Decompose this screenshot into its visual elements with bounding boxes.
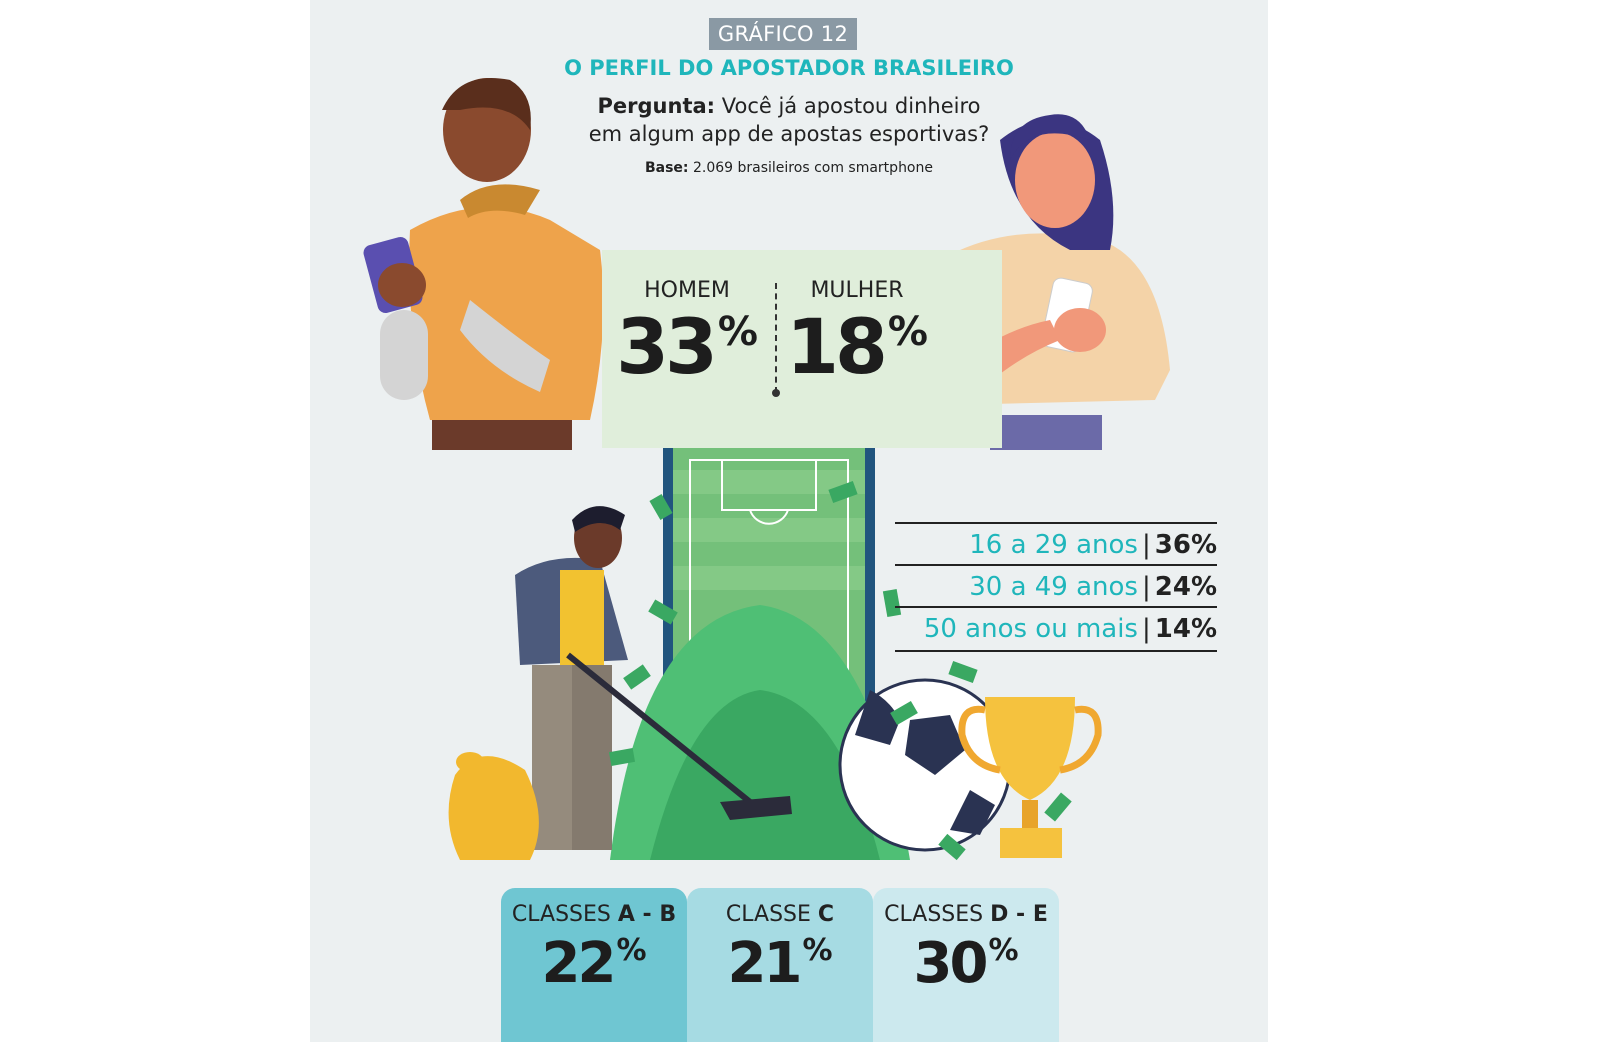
class-box-de: CLASSES D - E 30%	[873, 888, 1059, 1042]
class-value-ab: 22%	[501, 931, 687, 996]
age-value: 24%	[1155, 572, 1217, 602]
age-label: 30 a 49 anos	[969, 572, 1138, 602]
question-prefix: Pergunta:	[597, 94, 716, 118]
class-label-c-letters: C	[817, 902, 835, 927]
infographic-panel: GRÁFICO 12 O PERFIL DO APOSTADOR BRASILE…	[310, 0, 1268, 1042]
gender-label-mulher: MULHER	[810, 278, 904, 303]
class-value-c-unit: %	[802, 933, 833, 968]
question-line-2: em algum app de apostas esportivas?	[588, 122, 990, 146]
class-label-de-letters: D - E	[990, 902, 1048, 927]
age-value-number: 24	[1154, 572, 1191, 602]
illustration-layer	[363, 78, 1170, 861]
man-with-phone-illustration	[363, 78, 604, 450]
class-label-ab-letters: A - B	[617, 902, 677, 927]
base-prefix: Base:	[644, 160, 689, 176]
money-notes-illustration	[608, 480, 1072, 861]
trophy-illustration	[958, 697, 1102, 858]
man-with-rake-illustration	[448, 506, 792, 860]
age-value-unit: %	[1190, 572, 1217, 602]
class-box-ab: CLASSES A - B 22%	[501, 888, 687, 1042]
class-value-de: 30%	[873, 931, 1059, 996]
gender-value-homem: 33%	[597, 302, 777, 391]
base-text: 2.069 brasileiros com smartphone	[692, 160, 933, 176]
gender-divider-dot	[772, 389, 780, 397]
class-box-c: CLASSE C 21%	[687, 888, 873, 1042]
gender-label-homem: HOMEM	[644, 278, 730, 303]
sample-base-note: Base: 2.069 brasileiros com smartphone	[310, 160, 1268, 176]
gender-value-homem-unit: %	[717, 309, 758, 355]
gender-divider	[775, 283, 777, 393]
phone-soccer-field-illustration	[610, 418, 910, 860]
question-line-1-text: Você já apostou dinheiro	[721, 94, 981, 118]
gender-band-background	[602, 250, 1002, 448]
class-label-de: CLASSES D - E	[873, 902, 1059, 927]
question-text: Pergunta: Você já apostou dinheiro em al…	[310, 92, 1268, 148]
chart-title: O PERFIL DO APOSTADOR BRASILEIRO	[564, 56, 1014, 80]
class-value-de-number: 30	[913, 931, 989, 996]
class-value-c: 21%	[687, 931, 873, 996]
class-value-de-unit: %	[988, 933, 1019, 968]
chart-number-badge: GRÁFICO 12	[709, 18, 857, 50]
gender-value-mulher-unit: %	[887, 309, 928, 355]
age-separator: |	[1141, 530, 1151, 560]
gender-value-homem-number: 33	[616, 302, 718, 391]
age-value-number: 14	[1154, 614, 1191, 644]
class-label-ab: CLASSES A - B	[501, 902, 687, 927]
class-value-c-number: 21	[727, 931, 803, 996]
age-value: 36%	[1155, 530, 1217, 560]
class-label-de-prefix: CLASSES	[884, 902, 991, 927]
age-value-number: 36	[1154, 530, 1191, 560]
class-label-c: CLASSE C	[687, 902, 873, 927]
age-value-unit: %	[1190, 614, 1217, 644]
age-separator: |	[1141, 614, 1151, 644]
age-row: 30 a 49 anos | 24%	[895, 564, 1217, 608]
gender-value-mulher-number: 18	[786, 302, 888, 391]
gender-value-mulher: 18%	[767, 302, 947, 391]
class-label-ab-prefix: CLASSES	[511, 902, 618, 927]
class-value-ab-number: 22	[541, 931, 617, 996]
age-separator: |	[1141, 572, 1151, 602]
age-label: 16 a 29 anos	[969, 530, 1138, 560]
age-label: 50 anos ou mais	[923, 614, 1138, 644]
age-row: 50 anos ou mais | 14%	[895, 606, 1217, 652]
class-value-ab-unit: %	[616, 933, 647, 968]
age-value: 14%	[1155, 614, 1217, 644]
question-line-1: Pergunta: Você já apostou dinheiro	[310, 92, 1268, 120]
age-value-unit: %	[1190, 530, 1217, 560]
class-label-c-prefix: CLASSE	[725, 902, 818, 927]
soccer-ball-illustration	[838, 678, 1012, 852]
age-row: 16 a 29 anos | 36%	[895, 522, 1217, 566]
